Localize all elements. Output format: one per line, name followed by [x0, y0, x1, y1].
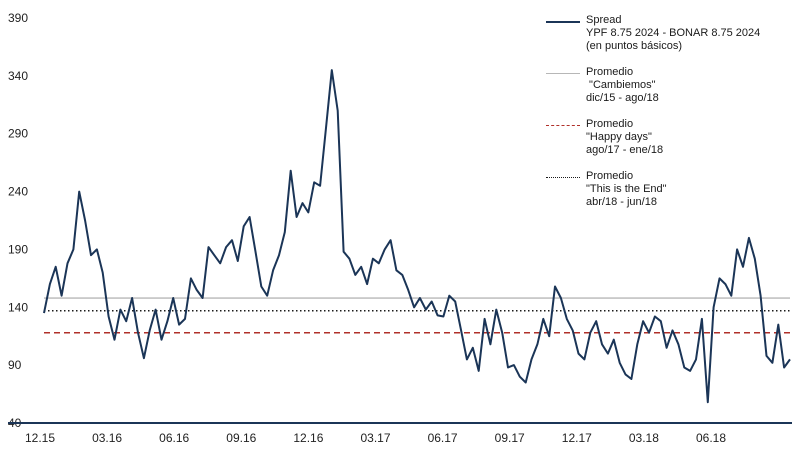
legend-end-line2: "This is the End": [586, 183, 667, 195]
legend-happy-line2: "Happy days": [586, 131, 652, 143]
legend-swatch-cambiemos: [546, 73, 580, 74]
reference-lines: [44, 297, 790, 334]
y-tick-label: 90: [8, 358, 22, 372]
legend-item-spread: Spread YPF 8.75 2024 - BONAR 8.75 2024 (…: [546, 14, 796, 53]
legend-swatch-spread: [546, 21, 580, 23]
legend-end-line3: abr/18 - jun/18: [586, 196, 657, 208]
x-tick-label: 09.17: [495, 431, 525, 445]
series-group: [43, 69, 791, 404]
x-tick-label: 03.18: [629, 431, 659, 445]
y-tick-label: 290: [8, 127, 28, 141]
legend-cambiemos-line3: dic/15 - ago/18: [586, 92, 659, 104]
x-tick-label: 06.18: [696, 431, 726, 445]
legend-spread-line1: Spread: [586, 14, 622, 26]
legend-swatch-this-is-the-end: [546, 177, 580, 178]
legend-cambiemos-line1: Promedio: [586, 66, 634, 78]
x-axis-ticks: 12.15 03.16 06.16 09.16 12.16 03.17 06.17 09.17…: [25, 431, 726, 445]
x-tick-label: 09.16: [226, 431, 256, 445]
y-tick-label: 190: [8, 242, 28, 256]
legend-item-this-is-the-end: Promedio "This is the End" abr/18 - jun/…: [546, 170, 796, 209]
legend-spread-line2: YPF 8.75 2024 - BONAR 8.75 2024: [586, 27, 761, 39]
legend-item-cambiemos: Promedio "Cambiemos" dic/15 - ago/18: [546, 66, 796, 105]
legend-cambiemos-line2: "Cambiemos": [586, 79, 656, 91]
legend-happy-line1: Promedio: [586, 118, 634, 130]
y-tick-label: 340: [8, 69, 28, 83]
legend-swatch-happy-days: [546, 125, 580, 126]
legend-spread-line3: (en puntos básicos): [586, 40, 682, 52]
y-tick-label: 240: [8, 185, 28, 199]
legend-happy-line3: ago/17 - ene/18: [586, 144, 664, 156]
x-tick-label: 03.16: [92, 431, 122, 445]
legend-end-line1: Promedio: [586, 170, 634, 182]
chart-legend: Spread YPF 8.75 2024 - BONAR 8.75 2024 (…: [546, 14, 796, 222]
x-tick-label: 06.17: [428, 431, 458, 445]
x-tick-label: 06.16: [159, 431, 189, 445]
spread-series-line: [43, 69, 791, 404]
x-tick-label: 12.16: [293, 431, 323, 445]
x-tick-label: 03.17: [360, 431, 390, 445]
legend-item-happy-days: Promedio "Happy days" ago/17 - ene/18: [546, 118, 796, 157]
y-tick-label: 390: [8, 11, 28, 25]
x-tick-label: 12.15: [25, 431, 55, 445]
y-tick-label: 140: [8, 300, 28, 314]
x-tick-label: 12.17: [562, 431, 592, 445]
